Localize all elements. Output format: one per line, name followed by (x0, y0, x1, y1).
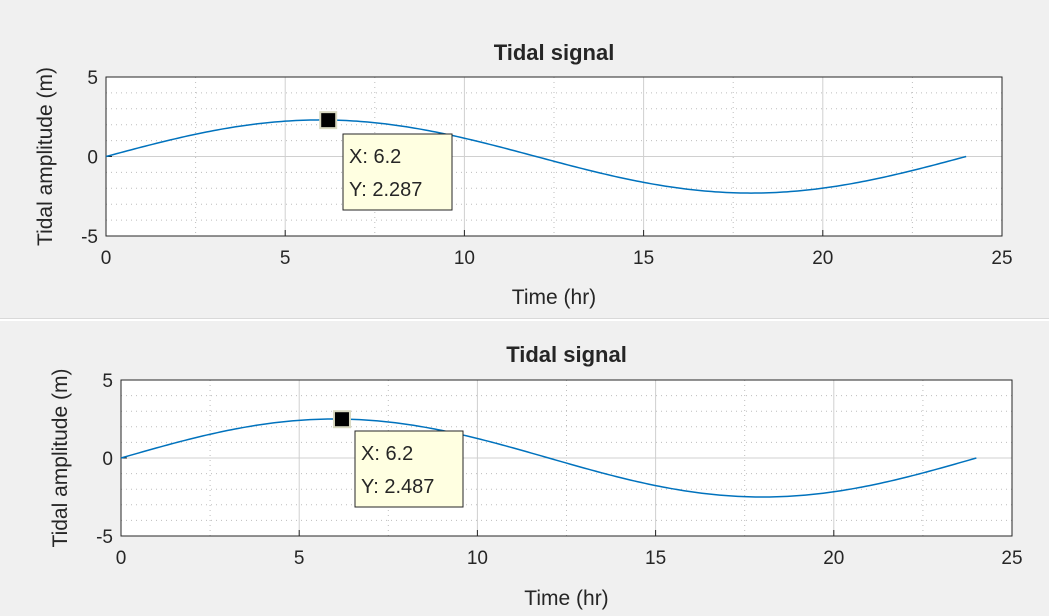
grid-lines (106, 77, 1002, 236)
y-tick-label: -5 (81, 227, 98, 248)
x-tick-label: 5 (294, 548, 305, 569)
chart-title: Tidal signal (506, 342, 627, 367)
x-tick-label: 20 (812, 248, 833, 269)
data-tip-box (342, 133, 453, 211)
data-tip-x: X: 6.2 (361, 443, 413, 465)
data-tip-y: Y: 2.487 (361, 476, 434, 498)
y-tick-label: 0 (102, 449, 113, 470)
y-tick-label: -5 (96, 527, 113, 548)
data-tip-marker[interactable] (319, 111, 338, 130)
data-tip-box (354, 430, 464, 508)
series-line[interactable] (120, 418, 977, 498)
x-axis-label: Time (hr) (512, 286, 596, 309)
plot-panel-bottom: 0 5 10 15 20 25 5 0 -5 Tidal signal Time (hr) Ti… (0, 320, 1049, 616)
series-line[interactable] (105, 119, 967, 194)
x-tick-label: 5 (280, 248, 291, 269)
data-tip[interactable]: X: 6.2 Y: 2.487 (332, 410, 464, 508)
panel-divider (0, 318, 1049, 321)
x-tick-label: 20 (823, 548, 844, 569)
data-tip[interactable]: X: 6.2 Y: 2.287 (319, 111, 453, 211)
y-axis-label: Tidal amplitude (m) (34, 67, 57, 246)
x-tick-label: 0 (101, 248, 112, 269)
x-axis-label: Time (hr) (524, 587, 608, 610)
y-tick-label: 5 (102, 371, 113, 392)
data-tip-x: X: 6.2 (349, 146, 401, 168)
x-tick-label: 15 (633, 248, 654, 269)
x-tick-label: 25 (1001, 548, 1022, 569)
y-tick-label: 0 (87, 148, 98, 169)
x-tick-label: 0 (116, 548, 127, 569)
y-axis-label: Tidal amplitude (m) (49, 369, 72, 548)
grid-lines (121, 380, 1012, 536)
x-tick-label: 10 (454, 248, 475, 269)
x-tick-label: 10 (467, 548, 488, 569)
x-tick-label: 15 (645, 548, 666, 569)
y-tick-label: 5 (87, 68, 98, 89)
x-tick-label: 25 (991, 248, 1012, 269)
data-tip-marker[interactable] (332, 410, 351, 429)
plot-panel-top: 0 5 10 15 20 25 5 0 -5 Tidal signal Time (hr) Ti… (0, 0, 1049, 318)
chart-title: Tidal signal (494, 40, 615, 65)
data-tip-y: Y: 2.287 (349, 179, 422, 201)
